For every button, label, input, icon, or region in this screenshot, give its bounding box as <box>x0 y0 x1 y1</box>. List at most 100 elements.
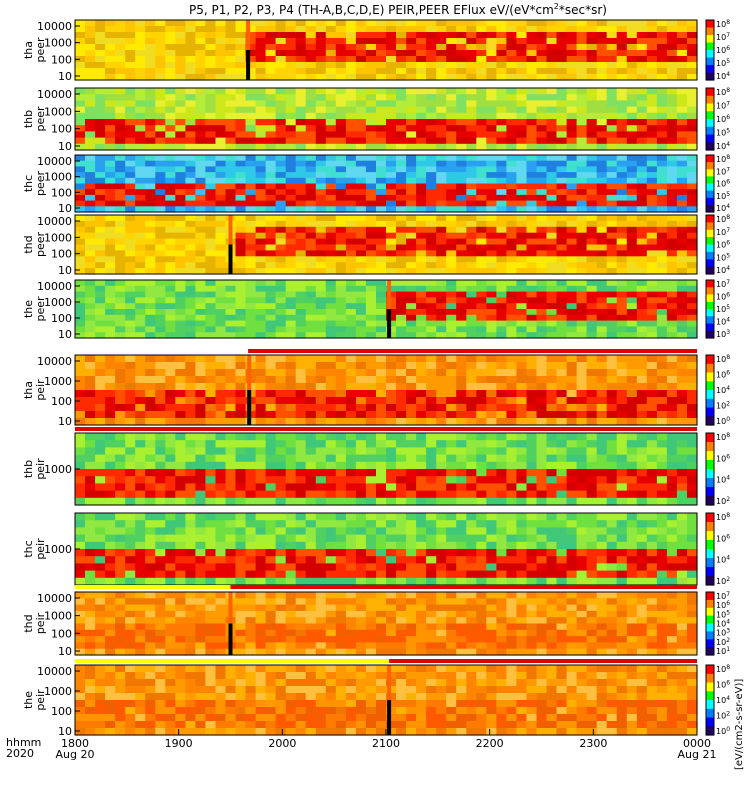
spectrogram-cell <box>255 476 267 484</box>
colorbar-tick-label: 108 <box>716 354 730 364</box>
spectrogram-cell <box>115 38 126 45</box>
spectrogram-cell <box>416 200 427 207</box>
spectrogram-cell <box>155 476 166 484</box>
spectrogram-cell <box>175 94 186 101</box>
spectrogram-cell <box>335 194 347 202</box>
spectrogram-cell <box>275 563 287 572</box>
spectrogram-cell <box>115 189 126 196</box>
spectrogram-cell <box>526 490 538 499</box>
spectrogram-cell <box>355 291 367 298</box>
spectrogram-cell <box>225 291 237 298</box>
spectrogram-cell <box>75 454 86 463</box>
spectrogram-cell <box>85 172 96 179</box>
spectrogram-cell <box>396 155 407 162</box>
spectrogram-cell <box>335 226 347 234</box>
spectrogram-cell <box>626 26 638 33</box>
spectrogram-cell <box>676 326 688 333</box>
spectrogram-cell <box>516 220 527 228</box>
spectrogram-cell <box>436 200 447 207</box>
spectrogram-cell <box>486 206 497 213</box>
spectrogram-cell <box>315 291 327 298</box>
spectrogram-cell <box>456 155 467 162</box>
spectrogram-cell <box>586 62 598 69</box>
spectrogram-cell <box>155 220 166 228</box>
spectrogram-cell <box>416 220 427 228</box>
spectrogram-cell <box>416 362 427 370</box>
spectrogram-cell <box>526 447 538 456</box>
spectrogram-cell <box>345 215 357 222</box>
spectrogram-cell <box>626 262 638 269</box>
spectrogram-cell <box>155 309 166 316</box>
spectrogram-cell <box>355 137 367 145</box>
spectrogram-cell <box>95 232 106 240</box>
spectrogram-cell <box>265 563 277 572</box>
spectrogram-cell <box>606 189 618 196</box>
spectrogram-cell <box>275 303 287 310</box>
spectrogram-cell <box>616 143 628 151</box>
spectrogram-cell <box>426 490 437 499</box>
spectrogram-cell <box>315 206 327 213</box>
spectrogram-cell <box>325 527 337 536</box>
spectrogram-cell <box>345 238 357 246</box>
colorbar-tick-label: 102 <box>716 401 730 411</box>
spectrogram-cell <box>496 215 507 222</box>
spectrogram-cell <box>225 549 237 557</box>
spectrogram-cell <box>245 20 257 27</box>
spectrogram-cell <box>335 291 347 298</box>
spectrogram-cell <box>656 469 668 477</box>
spectrogram-cell <box>255 32 267 39</box>
spectrogram-cell <box>636 297 648 304</box>
spectrogram-cell <box>396 520 407 528</box>
spectrogram-cell <box>636 44 648 51</box>
spectrogram-cell <box>265 541 277 550</box>
spectrogram-cell <box>135 215 146 222</box>
spectrogram-cell <box>466 137 477 145</box>
spectrogram-cell <box>95 383 106 391</box>
spectrogram-cell <box>355 309 367 316</box>
spectrogram-cell <box>145 291 156 298</box>
spectrogram-cell <box>506 50 517 57</box>
spectrogram-cell <box>616 232 628 240</box>
spectrogram-cell <box>145 303 156 310</box>
spectrogram-cell <box>516 541 527 550</box>
spectrogram-cell <box>526 137 538 145</box>
spectrogram-cell <box>606 433 618 441</box>
spectrogram-cell <box>365 137 377 145</box>
spectrogram-cell <box>305 62 317 69</box>
spectrogram-cell <box>125 541 136 550</box>
spectrogram-cell <box>245 244 257 251</box>
spectrogram-cell <box>165 74 176 81</box>
spectrogram-cell <box>105 355 116 363</box>
spectrogram-cell <box>105 143 116 151</box>
spectrogram-cell <box>195 418 206 426</box>
spectrogram-cell <box>606 137 618 145</box>
spectrogram-cell <box>265 112 277 120</box>
spectrogram-cell <box>105 88 116 95</box>
spectrogram-cell <box>365 418 377 426</box>
spectrogram-cell <box>496 447 507 456</box>
spectrogram-cell <box>566 94 578 101</box>
colorbar-segment <box>706 487 714 497</box>
spectrogram-cell <box>436 256 447 263</box>
spectrogram-cell <box>305 268 317 275</box>
spectrogram-cell <box>426 137 437 145</box>
spectrogram-cell <box>606 44 618 51</box>
spectrogram-cell <box>165 297 176 304</box>
spectrogram-cell <box>636 238 648 246</box>
spectrogram-cell <box>386 513 397 521</box>
spectrogram-cell <box>456 112 467 120</box>
spectrogram-cell <box>195 320 206 327</box>
spectrogram-cell <box>646 326 658 333</box>
spectrogram-cell <box>115 50 126 57</box>
spectrogram-cell <box>75 200 86 207</box>
spectrogram-cell <box>386 232 397 240</box>
spectrogram-cell <box>566 326 578 333</box>
spectrogram-cell <box>75 285 86 293</box>
spectrogram-cell <box>386 454 397 463</box>
spectrogram-cell <box>456 490 467 499</box>
spectrogram-cell <box>526 38 538 45</box>
spectrogram-cell <box>225 183 237 190</box>
spectrogram-cell <box>496 183 507 190</box>
spectrogram-cell <box>345 200 357 207</box>
spectrogram-cell <box>616 189 628 196</box>
